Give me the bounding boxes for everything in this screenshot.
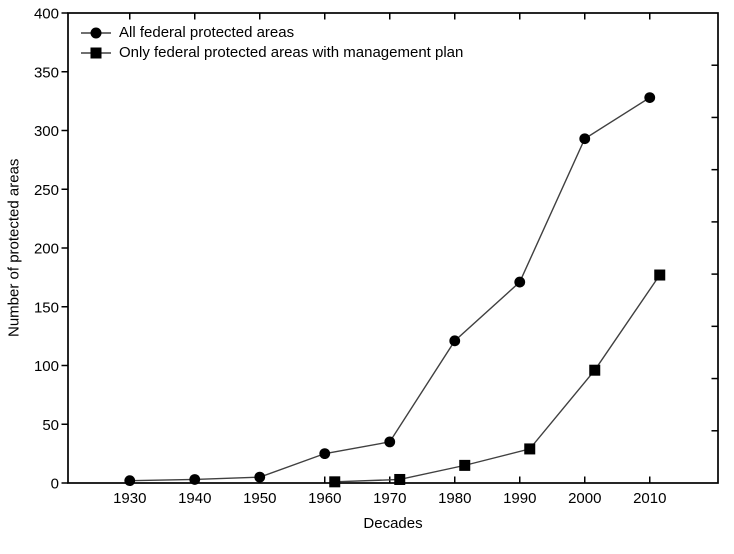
circle-data-point bbox=[384, 436, 396, 448]
x-axis-label: Decades bbox=[363, 515, 423, 532]
x-tick-label: 1980 bbox=[438, 490, 471, 507]
square-data-point bbox=[654, 269, 666, 281]
y-tick-label: 100 bbox=[34, 358, 59, 375]
circle-marker-icon bbox=[81, 27, 111, 39]
x-tick-label: 1930 bbox=[113, 490, 146, 507]
legend-item-management-plan: Only federal protected areas with manage… bbox=[80, 43, 463, 63]
circle-data-point bbox=[644, 92, 656, 103]
circle-data-point bbox=[514, 276, 526, 288]
y-tick-label: 400 bbox=[34, 6, 59, 23]
x-tick-label: 1940 bbox=[178, 490, 211, 507]
legend-label-management-plan: Only federal protected areas with manage… bbox=[119, 44, 464, 61]
square-marker-icon bbox=[81, 47, 111, 59]
square-data-point bbox=[524, 443, 536, 455]
circle-data-point bbox=[449, 335, 461, 347]
x-tick-label: 2010 bbox=[633, 490, 666, 507]
square-data-point bbox=[459, 459, 471, 471]
y-tick-label: 0 bbox=[51, 476, 59, 493]
y-axis-label: Number of protected areas bbox=[5, 158, 23, 338]
circle-data-point bbox=[579, 133, 591, 145]
y-tick-label: 250 bbox=[34, 182, 59, 199]
circle-data-point bbox=[254, 471, 266, 483]
square-data-point bbox=[329, 476, 341, 488]
y-tick-label: 150 bbox=[34, 299, 59, 316]
circle-data-point bbox=[124, 475, 136, 487]
legend-item-all-federal: All federal protected areas bbox=[80, 23, 463, 43]
y-tick-label: 300 bbox=[34, 123, 59, 140]
circle-data-point bbox=[189, 474, 201, 485]
legend: All federal protected areas Only federal… bbox=[80, 23, 463, 63]
x-tick-label: 1990 bbox=[503, 490, 536, 507]
legend-label-all-federal: All federal protected areas bbox=[119, 24, 295, 41]
x-tick-label: 2000 bbox=[568, 490, 601, 507]
x-tick-label: 1950 bbox=[243, 490, 276, 507]
y-tick-label: 350 bbox=[34, 64, 59, 81]
x-tick-label: 1960 bbox=[308, 490, 341, 507]
square-data-point bbox=[589, 364, 601, 376]
y-tick-label: 200 bbox=[34, 241, 59, 258]
y-tick-label: 50 bbox=[42, 417, 59, 434]
square-data-point bbox=[394, 473, 406, 485]
x-tick-label: 1970 bbox=[373, 490, 406, 507]
circle-data-point bbox=[319, 448, 331, 460]
